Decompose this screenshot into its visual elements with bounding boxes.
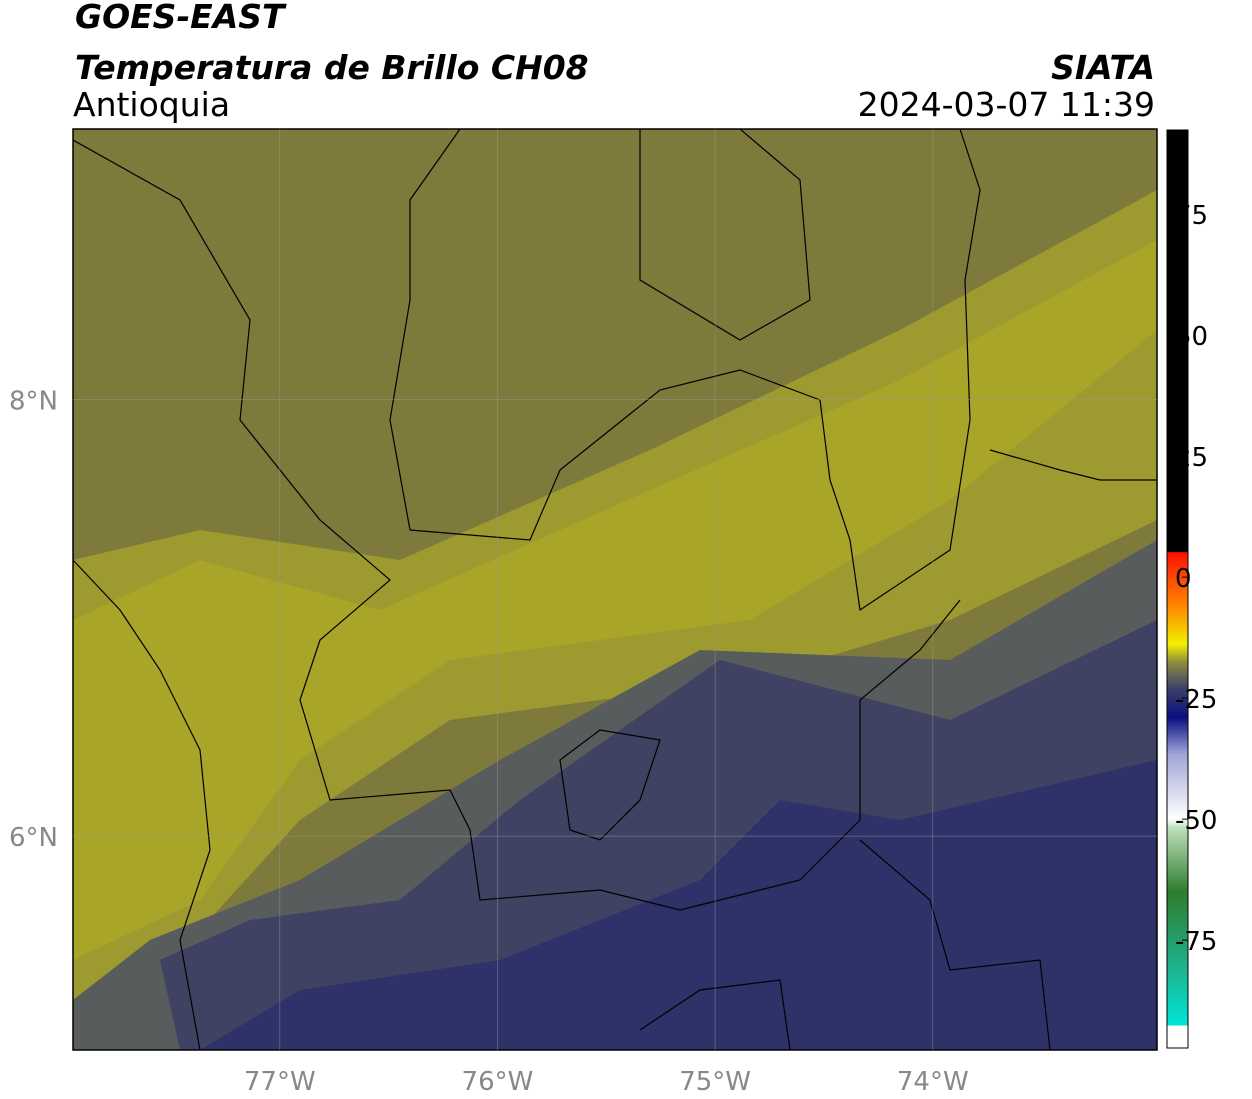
product: Temperatura de Brillo CH08 (75, 48, 589, 87)
colorbar-tick-label: 75 (1175, 201, 1208, 231)
region: Antioquia (73, 85, 230, 124)
agency: SIATA (1051, 48, 1155, 87)
colorbar-tick-label: 0 (1175, 564, 1192, 594)
colorbar-tick-label: 50 (1175, 322, 1208, 352)
colorbar (1166, 129, 1189, 1049)
satellite: GOES-EAST (75, 0, 287, 36)
x-tick-label: 77°W (244, 1067, 316, 1097)
x-tick-label: 74°W (897, 1067, 969, 1097)
map-frame (72, 128, 1158, 1051)
y-tick-label: 6°N (9, 823, 58, 853)
x-tick-label: 76°W (462, 1067, 534, 1097)
colorbar-tick-label: -50 (1175, 806, 1217, 836)
map-field (73, 129, 1157, 1050)
colorbar-tick-label: 25 (1175, 443, 1208, 473)
x-tick-label: 75°W (679, 1067, 751, 1097)
y-tick-label: 8°N (9, 387, 58, 417)
colorbar-tick-label: -75 (1175, 927, 1217, 957)
timestamp: 2024-03-07 11:39 (858, 85, 1155, 124)
colorbar-tick-label: -25 (1175, 685, 1217, 715)
